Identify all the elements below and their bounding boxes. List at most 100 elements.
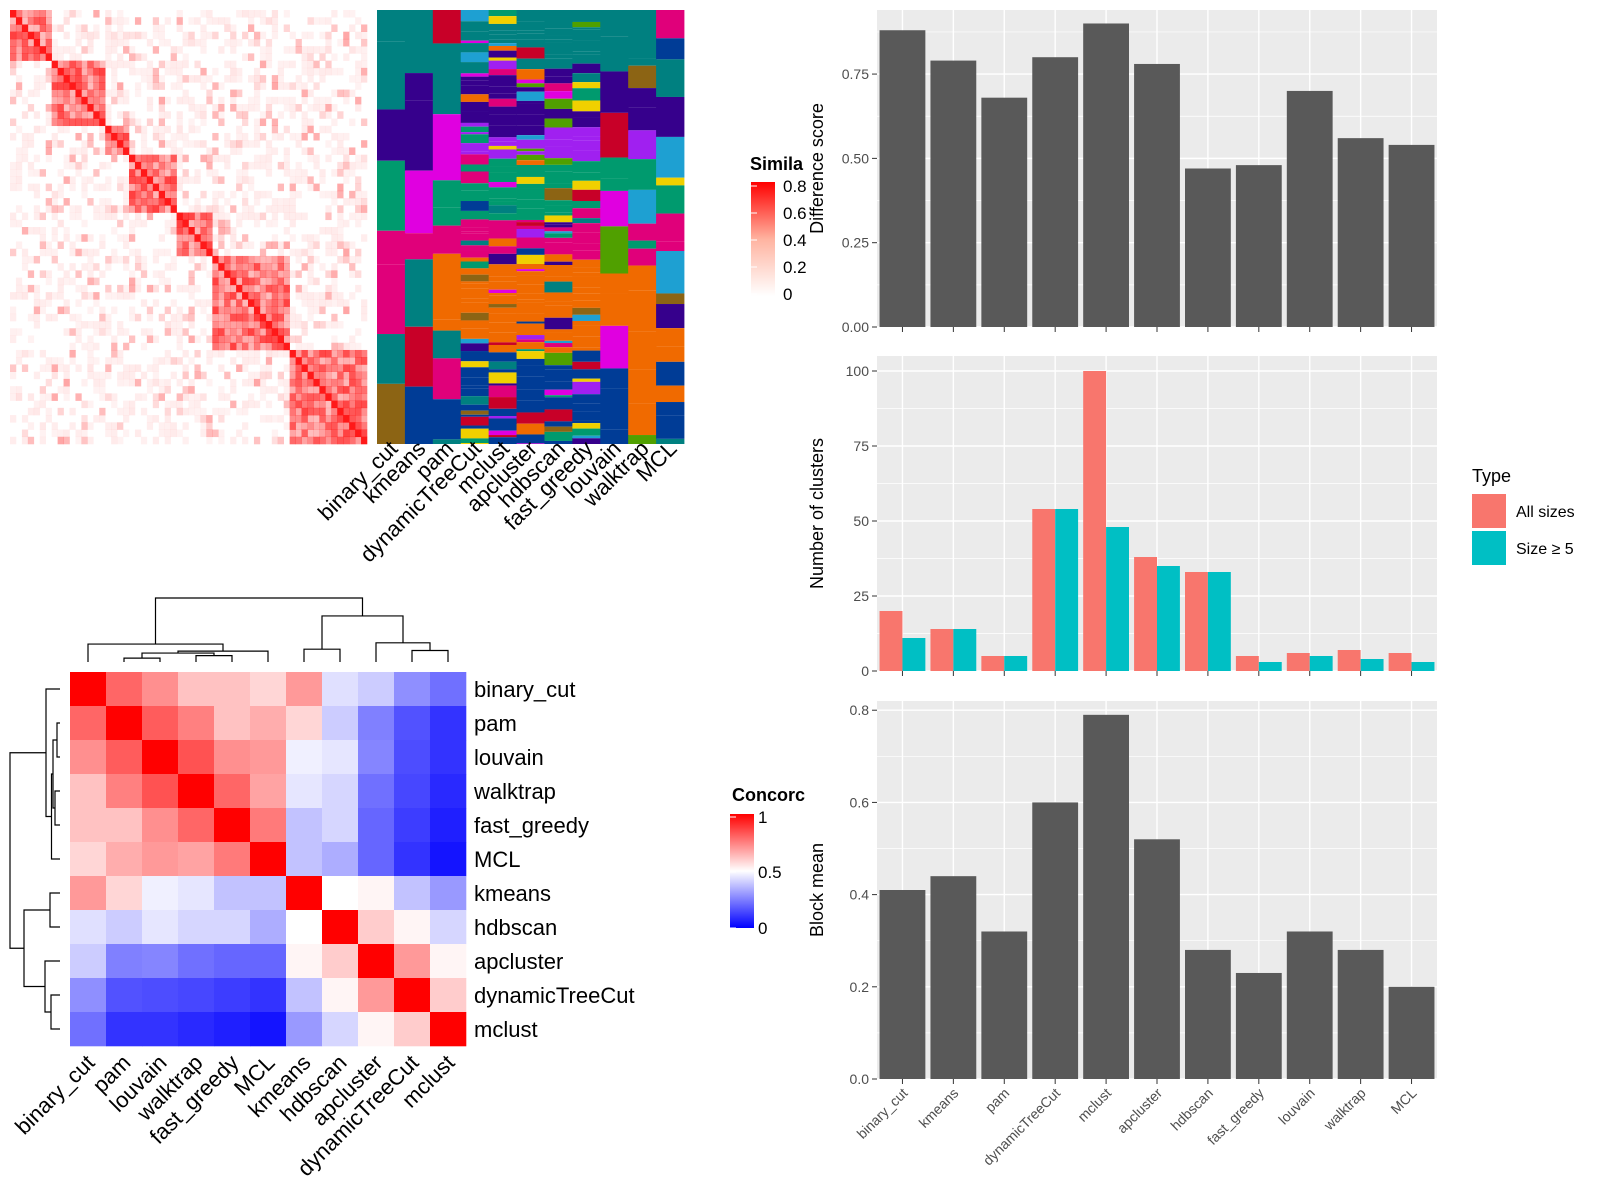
similarity-legend: Simila 0.80.60.40.20 [750,154,807,304]
similarity-cell [319,67,326,76]
similarity-cell [99,147,106,155]
similarity-cell [242,176,249,184]
similarity-cell [87,349,94,358]
similarity-cell [248,342,255,351]
similarity-cell [218,284,225,293]
similarity-cell [105,321,112,329]
membership-segment-MCL [656,385,685,403]
similarity-cell [182,31,189,40]
similarity-legend-label: 0.2 [783,258,807,277]
concordance-cell [178,774,215,809]
similarity-cell [313,357,320,365]
similarity-cell [39,436,46,445]
similarity-cell [117,132,124,141]
similarity-cell [170,313,177,322]
similarity-cell [295,313,302,322]
similarity-cell [57,292,64,300]
similarity-cell [75,104,82,112]
similarity-cell [206,154,213,163]
similarity-cell [45,198,52,206]
similarity-cell [146,38,154,47]
similarity-cell [307,378,314,387]
similarity-cell [87,422,94,430]
similarity-cell [248,292,255,300]
similarity-cell [176,60,183,69]
y-tick-label: 0.6 [850,794,870,810]
similarity-cell [307,31,314,40]
membership-segment-apcluster [516,365,545,377]
similarity-cell [27,17,35,25]
similarity-cell [33,306,41,315]
membership-segment-MCL [656,304,685,329]
similarity-cell [200,255,207,264]
similarity-cell [111,306,118,315]
similarity-cell [236,183,243,192]
similarity-cell [265,371,273,380]
similarity-cell [265,205,273,213]
similarity-cell [33,89,41,98]
similarity-cell [93,82,100,90]
similarity-cell [93,378,100,387]
membership-segment-dynamicTreeCut [460,298,490,303]
similarity-cell [283,328,290,336]
similarity-cell [277,248,284,257]
similarity-cell [176,357,183,365]
similarity-cell [27,313,35,322]
similarity-cell [289,321,296,329]
membership-segment-fast_greedy [572,350,601,362]
similarity-cell [129,270,136,278]
similarity-cell [194,234,201,242]
membership-segment-mclust [488,16,517,24]
similarity-cell [176,400,183,409]
similarity-cell [259,75,267,83]
membership-segment-mclust [488,114,517,126]
similarity-cell [45,292,52,300]
similarity-cell [188,313,195,322]
similarity-cell [146,183,154,192]
similarity-cell [176,111,183,119]
concordance-cell [142,978,179,1013]
similarity-cell [349,241,356,249]
membership-segment-fast_greedy [572,300,601,308]
similarity-cell [277,342,284,351]
similarity-cell [134,31,142,40]
membership-segment-binary_cut [377,41,406,110]
similarity-cell [21,53,29,61]
similarity-cell [75,212,82,221]
similarity-cell [123,400,130,409]
membership-segment-apcluster [516,263,545,270]
similarity-cell [265,292,273,300]
membership-segment-mclust [488,45,517,51]
similarity-cell [224,24,231,32]
similarity-cell [158,60,165,69]
similarity-cell [212,17,219,25]
similarity-cell [361,198,368,206]
similarity-cell [170,429,177,438]
similarity-cell [248,161,255,170]
membership-segment-MCL [656,251,685,294]
similarity-cell [15,349,23,358]
bar-apcluster [1134,63,1180,327]
similarity-cell [248,328,255,336]
similarity-cell [134,393,142,401]
similarity-cell [10,24,17,32]
membership-segment-mclust [488,182,517,188]
membership-segment-fast_greedy [572,293,601,301]
membership-segment-mclust [488,75,517,87]
similarity-cell [152,46,160,54]
similarity-cell [265,349,273,358]
similarity-cell [27,104,35,112]
similarity-cell [283,125,290,134]
membership-segment-mclust [488,416,517,419]
concordance-cell [70,740,107,775]
membership-segment-hdbscan [544,340,573,344]
similarity-cell [319,349,326,358]
similarity-cell [325,38,332,47]
similarity-cell [87,38,94,47]
similarity-cell [361,205,368,213]
concordance-cell [178,876,215,911]
concordance-cell [286,672,323,707]
similarity-cell [63,299,70,307]
